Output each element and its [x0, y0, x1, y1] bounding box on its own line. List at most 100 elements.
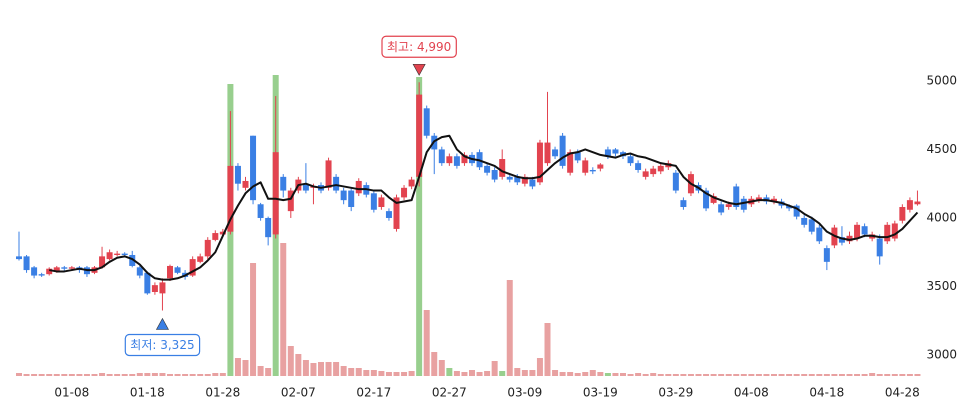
candle-body [838, 237, 845, 243]
volume-bar [559, 372, 566, 376]
volume-bar [438, 360, 445, 376]
volume-bar [748, 374, 755, 376]
volume-bar [121, 374, 128, 376]
volume-bar [114, 374, 121, 376]
volume-bar [423, 310, 430, 376]
volume-bar [469, 370, 475, 376]
volume-bar [348, 368, 355, 376]
candle-body [771, 198, 777, 202]
y-tick-label: 4000 [926, 210, 957, 224]
volume-bar [710, 374, 717, 376]
volume-bar [91, 374, 98, 376]
volume-bar [83, 374, 90, 376]
volume-bar [703, 374, 710, 376]
volume-bar [61, 374, 68, 376]
candle-body [906, 200, 913, 210]
candle-body [219, 231, 226, 235]
candle-body [627, 156, 634, 164]
candle-body [604, 149, 611, 157]
volume-bar [816, 374, 823, 376]
volume-bar [876, 374, 883, 376]
volume-bar [831, 374, 838, 376]
candle-body [914, 201, 921, 205]
volume-bar [68, 374, 75, 376]
volume-bar [763, 374, 770, 376]
y-tick-label: 3000 [926, 348, 957, 362]
candle-body [680, 200, 687, 208]
candle-body [197, 256, 204, 262]
candle-body [174, 267, 181, 273]
volume-bar [363, 370, 370, 376]
volume-bar [778, 374, 785, 376]
volume-bar [401, 372, 408, 376]
x-tick-label: 04-08 [734, 386, 769, 400]
volume-bar [31, 374, 38, 376]
volume-bar [431, 352, 438, 376]
volume-bar [129, 374, 136, 376]
volume-bar [484, 371, 491, 376]
candle-body [355, 180, 362, 194]
volume-bar [174, 374, 181, 376]
candle-body [801, 217, 808, 225]
volume-bar [250, 263, 257, 376]
candle-body [287, 190, 294, 212]
volume-bar [657, 374, 664, 376]
volume-bar [597, 372, 604, 376]
volume-bar [891, 374, 898, 376]
volume-bar [453, 371, 460, 376]
volume-bar [567, 372, 574, 376]
volume-bar [695, 374, 702, 376]
volume-bar [53, 374, 60, 376]
volume-bar [46, 374, 53, 376]
candle-body [740, 198, 747, 210]
candle-body [151, 285, 158, 293]
volume-bar [325, 362, 332, 376]
candle-body [491, 169, 498, 180]
candle-body [484, 165, 491, 173]
candle-body [31, 267, 38, 276]
candle-body [823, 248, 830, 262]
candle-body [16, 256, 22, 260]
candle-body [53, 267, 60, 272]
x-tick-label: 04-28 [885, 386, 920, 400]
x-tick-label: 02-07 [281, 386, 316, 400]
candle-body [808, 219, 815, 232]
candle-body [423, 108, 430, 136]
volume-bar [370, 370, 377, 376]
volume-bar [740, 374, 747, 376]
candle-body [582, 160, 589, 173]
volume-bar [635, 373, 642, 376]
candle-body [106, 252, 113, 260]
annotation: 최고: 4,990 [381, 35, 457, 76]
candle-body [370, 193, 377, 210]
volume-bar [544, 323, 551, 376]
candle-body [544, 142, 551, 164]
candle-body [657, 165, 664, 172]
candle-body [536, 142, 543, 183]
candle-body [378, 197, 385, 208]
candle-body [529, 179, 536, 187]
x-tick-label: 02-17 [356, 386, 391, 400]
volume-bar [287, 346, 294, 376]
candle-body [899, 207, 906, 221]
candle-body [506, 176, 513, 180]
volume-bar [461, 372, 468, 376]
candle-body [612, 149, 619, 154]
candle-body [891, 223, 898, 239]
volume-bar [197, 374, 204, 376]
volume-bar [318, 362, 324, 376]
volume-bar [476, 372, 483, 376]
volume-bar [884, 374, 891, 376]
candle-body [38, 274, 45, 276]
volume-bar [106, 374, 113, 376]
volume-bar [355, 368, 362, 376]
candle-body [280, 176, 287, 191]
candle-body [61, 267, 68, 269]
volume-bar [38, 374, 45, 376]
annotation-marker [155, 317, 169, 330]
candle-body [499, 159, 506, 177]
volume-bar [687, 374, 694, 376]
x-tick-label: 04-18 [809, 386, 844, 400]
annotation-text: 최고: 4,990 [387, 40, 451, 54]
